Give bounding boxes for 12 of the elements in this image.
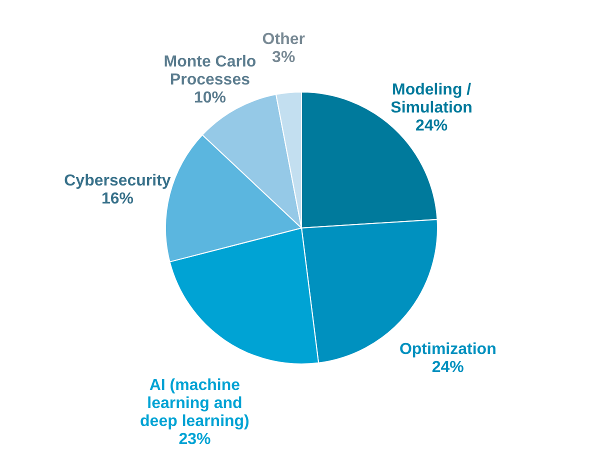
data-label: 24% <box>416 117 448 134</box>
slice-label: Cybersecurity <box>64 172 171 190</box>
data-label: 23% <box>178 431 211 448</box>
data-label: 24% <box>432 359 464 376</box>
data-label: 10% <box>194 90 226 106</box>
slice-label: Other <box>262 30 305 48</box>
slice-label: Monte Carlo Processes <box>164 54 256 88</box>
slice-label: Optimization <box>399 341 496 358</box>
data-label: 16% <box>101 190 134 208</box>
slice-label: AI (machine learning and deep learning) <box>140 377 250 430</box>
slice-label: Modeling / Simulation <box>390 81 472 116</box>
data-label: 3% <box>272 48 296 66</box>
